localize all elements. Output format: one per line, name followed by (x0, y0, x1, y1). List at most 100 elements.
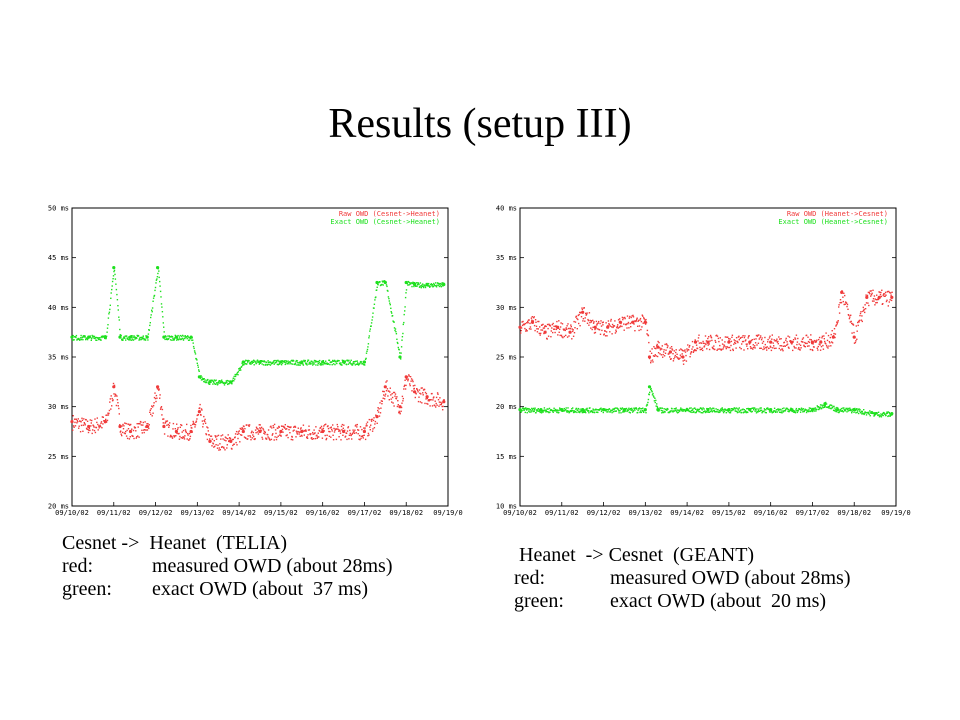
scatter-dot (702, 342, 705, 344)
scatter-dot (695, 411, 697, 414)
scatter-dot (404, 379, 406, 381)
scatter-dot (191, 339, 193, 341)
scatter-dot (94, 418, 96, 420)
scatter-dot (825, 332, 827, 334)
scatter-dot (209, 435, 212, 437)
x-tick-label: 09/17/02 (348, 509, 382, 517)
scatter-dot (857, 408, 859, 411)
scatter-dot (692, 408, 694, 410)
scatter-dot (326, 434, 328, 436)
scatter-dot (721, 348, 723, 351)
x-tick-label: 09/15/02 (712, 509, 746, 517)
scatter-dot (754, 408, 757, 410)
scatter-dot (561, 336, 563, 338)
scatter-dot (768, 408, 770, 410)
scatter-dot (355, 424, 357, 426)
scatter-dot (890, 294, 892, 296)
scatter-dot (708, 348, 711, 351)
scatter-dot (258, 424, 260, 426)
scatter-dot (85, 338, 87, 341)
data-point (413, 282, 417, 287)
scatter-dot (719, 337, 721, 339)
scatter-dot (570, 410, 572, 413)
scatter-dot (650, 362, 652, 364)
scatter-dot (305, 362, 307, 364)
scatter-dot (620, 412, 622, 414)
scatter-dot (166, 420, 169, 422)
scatter-dot (412, 385, 415, 387)
scatter-dot (656, 355, 659, 358)
scatter-dot (286, 428, 288, 430)
scatter-dot (276, 363, 279, 366)
scatter-dot (262, 364, 265, 366)
scatter-dot (110, 292, 112, 294)
scatter-dot (835, 410, 838, 413)
scatter-dot (122, 339, 124, 341)
scatter-dot (608, 324, 611, 326)
data-point (810, 408, 814, 412)
scatter-dot (298, 431, 300, 433)
scatter-dot (377, 284, 379, 286)
scatter-dot (403, 321, 405, 324)
scatter-dot (80, 424, 83, 427)
scatter-dot (356, 426, 358, 428)
scatter-dot (533, 407, 535, 410)
scatter-dot (439, 397, 441, 399)
scatter-dot (343, 362, 345, 365)
caption-value: exact OWD (about 37 ms) (152, 578, 369, 600)
scatter-dot (870, 412, 873, 414)
scatter-dot (137, 426, 139, 428)
scatter-dot (162, 316, 164, 318)
scatter-dot (311, 437, 313, 439)
scatter-dot (683, 359, 686, 361)
scatter-dot (813, 410, 816, 412)
scatter-dot (306, 437, 309, 439)
scatter-dot (288, 426, 291, 428)
scatter-dot (221, 381, 223, 383)
scatter-dot (665, 408, 667, 410)
scatter-dot (171, 336, 174, 338)
scatter-dot (425, 393, 428, 395)
scatter-dot (189, 337, 192, 340)
scatter-dot (715, 341, 717, 343)
scatter-dot (696, 408, 699, 410)
scatter-dot (219, 381, 221, 383)
scatter-dot (186, 423, 188, 426)
scatter-dot (614, 332, 617, 334)
scatter-dot (601, 321, 604, 324)
scatter-dot (769, 345, 772, 347)
scatter-dot (438, 405, 440, 407)
scatter-dot (793, 345, 795, 348)
scatter-dot (547, 408, 549, 410)
scatter-dot (251, 430, 253, 432)
scatter-dot (185, 431, 187, 434)
scatter-dot (867, 302, 869, 304)
scatter-dot (391, 401, 393, 403)
scatter-dot (730, 344, 732, 347)
scatter-dot (872, 412, 875, 415)
scatter-dot (848, 317, 851, 320)
scatter-dot (590, 321, 592, 323)
scatter-dot (865, 294, 867, 296)
scatter-dot (378, 415, 381, 417)
scatter-dot (748, 335, 750, 337)
scatter-dot (849, 316, 851, 318)
scatter-dot (816, 405, 818, 407)
scatter-dot (436, 404, 438, 406)
scatter-dot (398, 349, 400, 351)
scatter-dot (188, 339, 191, 341)
scatter-dot (886, 412, 889, 414)
scatter-dot (400, 406, 403, 409)
scatter-dot (754, 347, 756, 349)
scatter-dot (822, 406, 825, 409)
scatter-dot (731, 336, 733, 338)
scatter-dot (880, 413, 882, 415)
scatter-dot (396, 405, 399, 408)
scatter-dot (368, 335, 370, 337)
scatter-dot (268, 363, 270, 366)
scatter-dot (387, 290, 389, 292)
scatter-dot (213, 381, 215, 384)
scatter-dot (751, 410, 753, 413)
scatter-dot (571, 338, 573, 340)
scatter-dot (324, 362, 326, 364)
